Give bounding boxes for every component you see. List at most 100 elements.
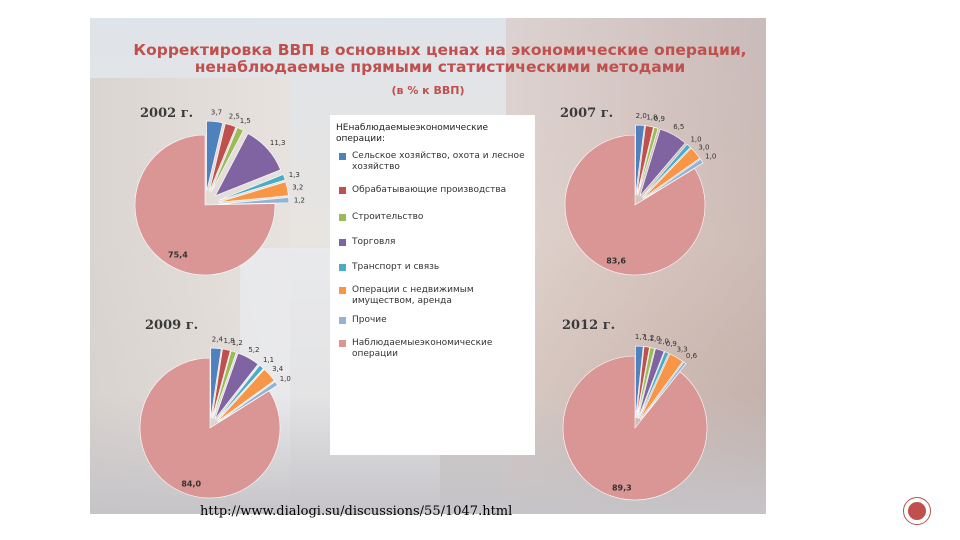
- pie-slice: [218, 181, 289, 203]
- pie-slice-label: 2,4: [212, 335, 224, 343]
- pie-slice: [211, 348, 231, 419]
- pie-slice-label: 1,0: [705, 153, 716, 161]
- pie-slice: [217, 368, 275, 422]
- pie-slice-label: 11,3: [270, 139, 286, 147]
- page-number-badge: [903, 497, 931, 525]
- legend-title: НЕнаблюдаемыеэкономические операции:: [336, 123, 488, 144]
- legend-item: Наблюдаемыеэкономические операции: [336, 338, 535, 360]
- pie-slice: [210, 347, 222, 419]
- pie-slice-label: 5,2: [248, 346, 259, 354]
- legend-label: Сельское хозяйство, охота и лесное хозяй…: [352, 151, 525, 172]
- legend-item: Операции с недвижимым имуществом, аренда: [336, 285, 535, 307]
- pie-slice-label: 3,3: [677, 346, 688, 354]
- pie-slice-label: 1,2: [643, 334, 654, 342]
- pie-slice-label: 1,8: [646, 113, 657, 121]
- chart-title-line-1: Корректировка ВВП в основных ценах на эк…: [133, 41, 747, 59]
- legend-label: Операции с недвижимым имуществом, аренда: [352, 285, 474, 306]
- legend-item: Обрабатывающие производства: [336, 185, 535, 196]
- pie-slice-label: 75,4: [168, 250, 188, 259]
- legend-swatch: [339, 317, 346, 324]
- legend-items: Сельское хозяйство, охота и лесное хозяй…: [330, 151, 535, 360]
- pie-slice: [212, 350, 237, 419]
- pie-slice: [639, 353, 684, 420]
- source-url[interactable]: http://www.dialogi.su/discussions/55/104…: [200, 504, 513, 519]
- pie-slice-label: 1,7: [635, 333, 646, 341]
- pie-2009: 2,4 1,81,2 5,2 1,13,4 1,0 84,0: [139, 335, 291, 499]
- pie-slice-label: 3,2: [292, 184, 303, 192]
- pie-title-2012: 2012 г.: [562, 318, 616, 333]
- pie-slice: [218, 174, 286, 201]
- chart-title: Корректировка ВВП в основных ценах на эк…: [120, 42, 760, 76]
- pie-slice-label: 84,0: [181, 480, 201, 489]
- pie-slice: [564, 134, 706, 276]
- pie-slice-label: 1,3: [289, 171, 300, 179]
- pie-slice: [139, 357, 281, 499]
- pie-slice-label: 0,6: [686, 352, 698, 360]
- pie-slice: [218, 381, 279, 423]
- pie-slice: [214, 133, 281, 197]
- legend: НЕнаблюдаемыеэкономические операции: Сел…: [330, 115, 535, 455]
- pie-slice: [640, 361, 687, 421]
- legend-label: Обрабатывающие производства: [352, 185, 507, 195]
- slide-panel: Корректировка ВВП в основных ценах на эк…: [90, 18, 766, 514]
- pie-slice: [637, 348, 665, 419]
- pie-slice-label: 0,9: [654, 115, 665, 123]
- pie-2012: 1,71,21,02,00,93,30,6 89,3: [562, 333, 708, 501]
- pie-slice: [642, 147, 701, 199]
- pie-slice-label: 1,2: [294, 197, 305, 205]
- pie-slice-label: 89,3: [612, 483, 632, 492]
- legend-label: Транспорт и связь: [352, 262, 440, 272]
- pie-slice-label: 2,0: [636, 112, 647, 120]
- legend-swatch: [339, 153, 346, 160]
- page-badge-inner: [908, 502, 926, 520]
- legend-item: Транспорт и связь: [336, 262, 535, 273]
- pie-slice-label: 2,0: [658, 337, 669, 345]
- legend-swatch: [339, 239, 346, 246]
- pie-slice: [635, 345, 644, 419]
- legend-item: Торговля: [336, 237, 535, 248]
- legend-label: Строительство: [352, 212, 424, 222]
- pie-slice-label: 1,2: [232, 339, 243, 347]
- pie-slice-label: 3,0: [698, 143, 709, 151]
- legend-label: Торговля: [352, 237, 396, 247]
- pie-slice-label: 1,0: [690, 135, 701, 143]
- pie-slice-label: 1,5: [240, 117, 251, 125]
- pie-slice: [643, 158, 704, 200]
- pie-slice: [214, 352, 259, 420]
- pie-slice: [636, 346, 650, 419]
- pie-slice: [635, 124, 645, 196]
- legend-label: Прочие: [352, 315, 387, 325]
- pie-2002: 3,7 2,51,5 11,3 1,3 3,2 1,2 75,4: [134, 109, 305, 276]
- legend-label: Наблюдаемыеэкономические операции: [352, 338, 493, 359]
- pie-slice: [636, 347, 655, 419]
- chart-title-line-2: ненаблюдаемые прямыми статистическими ме…: [194, 58, 686, 76]
- pie-2007: 2,0 1,80,96,51,03,01,083,6: [564, 112, 716, 276]
- pie-charts: 3,7 2,51,511,31,33,21,275,42,0 1,80,96,51,…: [134, 109, 716, 501]
- legend-item: Строительство: [336, 212, 535, 223]
- legend-swatch: [339, 287, 346, 294]
- pie-slice: [636, 125, 654, 196]
- legend-item: Сельское хозяйство, охота и лесное хозяй…: [336, 151, 535, 173]
- pie-slice: [216, 364, 264, 421]
- legend-swatch: [339, 340, 346, 347]
- legend-swatch: [339, 214, 346, 221]
- pie-slice: [206, 120, 224, 192]
- pie-slice: [208, 123, 237, 192]
- pie-title-2009: 2009 г.: [145, 318, 199, 333]
- pie-slice-label: 83,6: [606, 257, 626, 266]
- chart-subtitle: (в % к ВВП): [391, 84, 465, 97]
- pie-slice: [134, 134, 276, 276]
- pie-slice: [641, 143, 691, 198]
- pie-slice-label: 1,0: [280, 375, 291, 383]
- pie-slice: [639, 128, 686, 197]
- legend-swatch: [339, 264, 346, 271]
- pie-slice-label: 1,0: [650, 335, 661, 343]
- pie-slice: [638, 351, 670, 419]
- legend-item: Прочие: [336, 315, 535, 326]
- pie-slice: [210, 127, 244, 193]
- pie-slice-label: 2,5: [229, 113, 240, 121]
- pie-slice-label: 3,7: [211, 109, 222, 117]
- pie-slice-label: 6,5: [673, 123, 684, 131]
- pie-slice: [637, 126, 659, 196]
- pie-title-2007: 2007 г.: [560, 106, 614, 121]
